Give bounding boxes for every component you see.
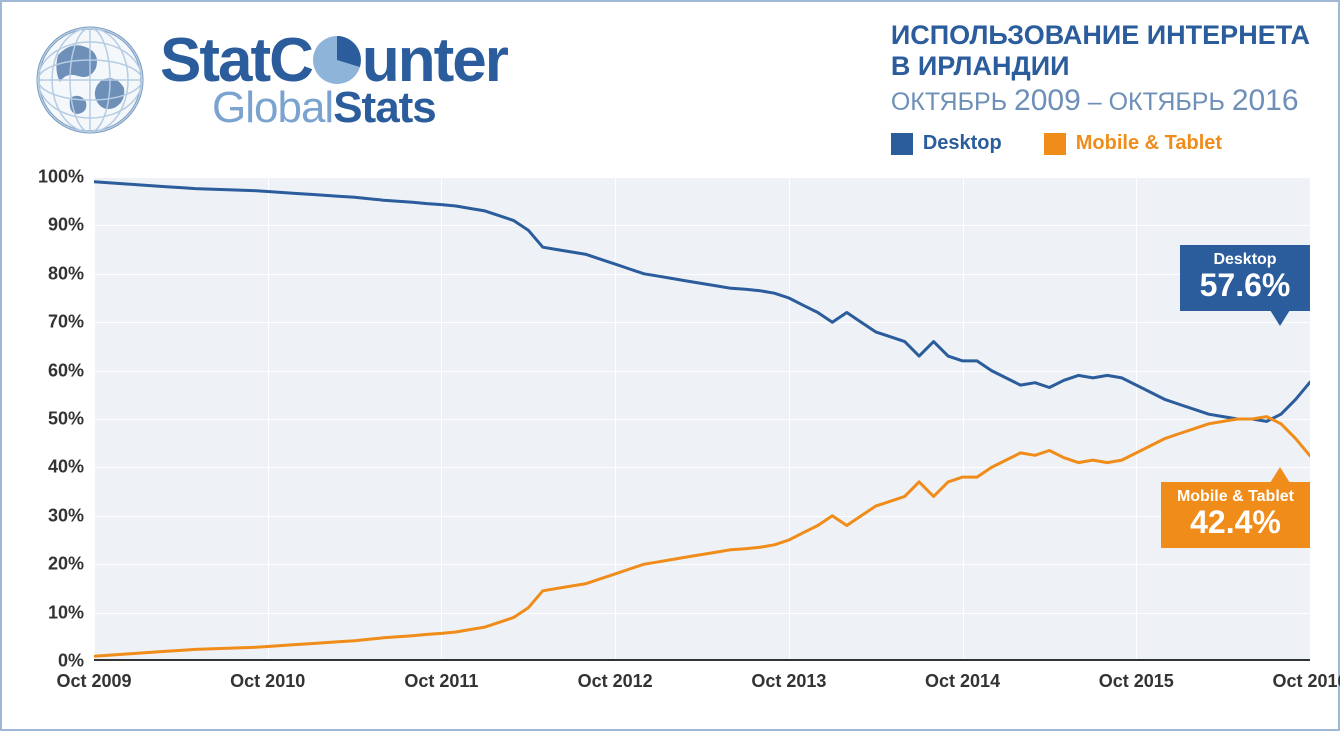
globe-icon (30, 20, 150, 140)
callout-value: 42.4% (1190, 504, 1281, 540)
y-axis-labels: 0%10%20%30%40%50%60%70%80%90%100% (30, 177, 90, 661)
legend-swatch (891, 133, 913, 155)
pie-icon (312, 34, 362, 84)
logo: StatCunter GlobalStats (30, 20, 507, 140)
legend: Desktop Mobile & Tablet (891, 132, 1310, 155)
legend-item: Desktop (891, 132, 1002, 155)
title-main: ИСПОЛЬЗОВАНИЕ ИНТЕРНЕТА В ИРЛАНДИИ (891, 20, 1310, 82)
legend-item: Mobile & Tablet (1044, 132, 1222, 155)
title-line2: В ИРЛАНДИИ (891, 51, 1070, 81)
callout-tail (1270, 310, 1290, 326)
x-axis-labels: Oct 2009Oct 2010Oct 2011Oct 2012Oct 2013… (94, 663, 1310, 703)
chart-frame: StatCunter GlobalStats ИСПОЛЬЗОВАНИЕ ИНТ… (0, 0, 1340, 731)
legend-swatch (1044, 133, 1066, 155)
logo-text: StatCunter GlobalStats (160, 30, 507, 130)
legend-label: Mobile & Tablet (1076, 132, 1222, 155)
title-sub-p2: ОКТЯБРЬ (1109, 88, 1232, 116)
chart-lines (94, 177, 1310, 661)
series-line (94, 417, 1310, 657)
title-line1: ИСПОЛЬЗОВАНИЕ ИНТЕРНЕТА (891, 20, 1310, 50)
legend-label: Desktop (923, 132, 1002, 155)
title-year1: 2009 (1014, 84, 1081, 117)
callout: Desktop57.6% (1180, 245, 1310, 311)
header: StatCunter GlobalStats ИСПОЛЬЗОВАНИЕ ИНТ… (2, 2, 1338, 155)
series-line (94, 182, 1310, 422)
logo-line2: GlobalStats (212, 86, 507, 130)
logo-sub-a: Global (212, 83, 333, 132)
title-sep: – (1081, 88, 1109, 116)
title-block: ИСПОЛЬЗОВАНИЕ ИНТЕРНЕТА В ИРЛАНДИИ ОКТЯБ… (861, 20, 1310, 155)
title-year2: 2016 (1232, 84, 1299, 117)
chart: 0%10%20%30%40%50%60%70%80%90%100% Oct 20… (30, 177, 1310, 703)
title-sub: ОКТЯБРЬ 2009 – ОКТЯБРЬ 2016 (891, 84, 1310, 118)
callout-value: 57.6% (1200, 267, 1291, 303)
logo-sub-b: Stats (333, 83, 436, 132)
title-sub-p1: ОКТЯБРЬ (891, 88, 1014, 116)
callout-tail (1270, 467, 1290, 483)
callout: Mobile & Tablet42.4% (1161, 482, 1310, 548)
